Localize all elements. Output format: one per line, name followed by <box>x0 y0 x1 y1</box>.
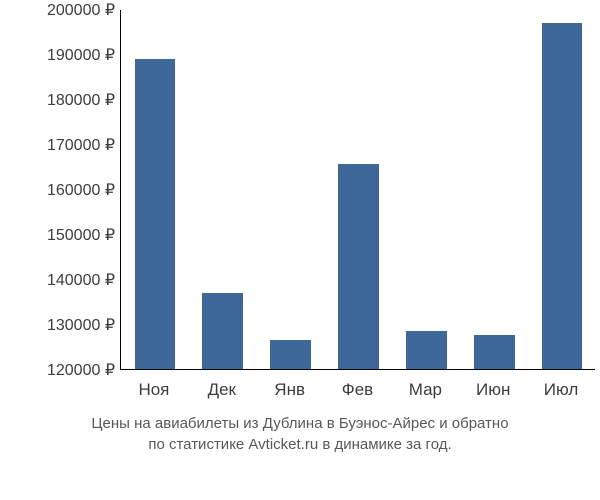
caption-line-1: Цены на авиабилеты из Дублина в Буэнос-А… <box>10 413 590 434</box>
y-tick-label: 120000 ₽ <box>47 360 115 380</box>
bar-chart: 120000 ₽ 130000 ₽ 140000 ₽ 150000 ₽ 160000 ₽… <box>0 0 600 500</box>
x-tick-label: Ноя <box>138 380 169 400</box>
bar <box>135 59 176 370</box>
x-tick-label: Янв <box>274 380 305 400</box>
x-tick-label: Дек <box>208 380 236 400</box>
chart-caption: Цены на авиабилеты из Дублина в Буэнос-А… <box>0 413 600 455</box>
y-tick-label: 140000 ₽ <box>47 270 115 290</box>
bar <box>474 335 515 369</box>
bar <box>406 331 447 369</box>
y-tick-label: 170000 ₽ <box>47 135 115 155</box>
y-tick-label: 130000 ₽ <box>47 315 115 335</box>
x-tick-label: Мар <box>409 380 442 400</box>
bar <box>542 23 583 370</box>
x-tick-label: Июн <box>476 380 510 400</box>
y-tick-label: 200000 ₽ <box>47 0 115 20</box>
y-axis: 120000 ₽130000 ₽140000 ₽150000 ₽160000 ₽… <box>0 10 115 370</box>
y-tick-label: 180000 ₽ <box>47 90 115 110</box>
y-tick-label: 150000 ₽ <box>47 225 115 245</box>
bar <box>202 293 243 370</box>
y-tick-label: 190000 ₽ <box>47 45 115 65</box>
caption-line-2: по статистике Avticket.ru в динамике за … <box>10 434 590 455</box>
bar <box>270 340 311 369</box>
plot-area <box>120 10 595 370</box>
x-axis: Ноя Дек Янв Фев Мар Июн Июл <box>120 380 595 410</box>
y-tick-label: 160000 ₽ <box>47 180 115 200</box>
x-tick-label: Фев <box>342 380 373 400</box>
bar <box>338 164 379 369</box>
x-tick-label: Июл <box>544 380 579 400</box>
